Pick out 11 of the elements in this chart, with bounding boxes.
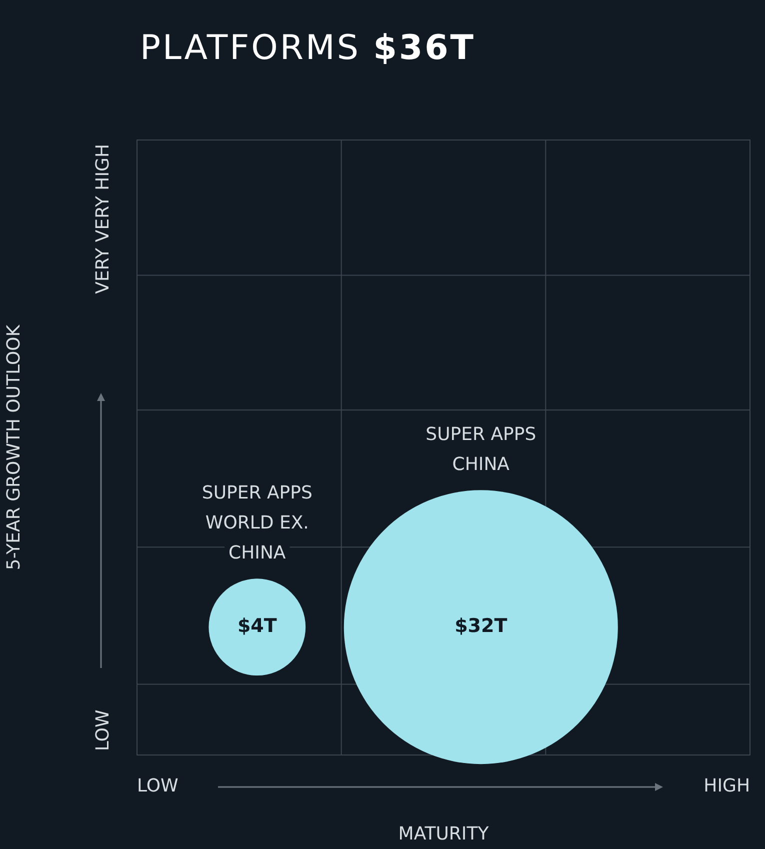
text: PLATFORMS $36T bbox=[140, 28, 476, 68]
data-label: $4T bbox=[237, 615, 277, 638]
data-label: $32T bbox=[454, 615, 508, 638]
text: MATURITY bbox=[398, 824, 490, 845]
category-label: SUPER APPS WORLD EX. CHINA bbox=[202, 482, 312, 564]
text: HIGH bbox=[704, 776, 750, 797]
text: LOW bbox=[137, 776, 179, 797]
text: LOW bbox=[92, 709, 114, 751]
text: 5-YEAR GROWTH OUTLOOK bbox=[3, 324, 24, 570]
category-label: SUPER APPS CHINA bbox=[426, 424, 536, 476]
text: VERY VERY HIGH bbox=[92, 144, 114, 294]
